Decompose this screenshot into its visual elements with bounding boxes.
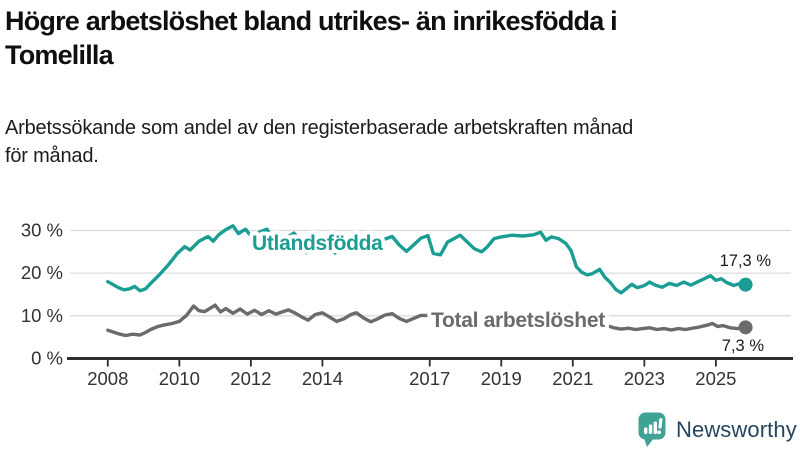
series-end-dot (738, 320, 753, 335)
series-end-dot (738, 277, 753, 292)
x-axis-tick-label: 2008 (87, 368, 128, 389)
chart-title-line-1: Högre arbetslöshet bland utrikes- än inr… (5, 6, 618, 36)
logo-bubble-tail (644, 438, 654, 447)
logo-bar-chart-icon (644, 421, 657, 434)
newsworthy-logo-link[interactable]: Newsworthy (637, 411, 797, 449)
x-axis-tick-label: 2017 (409, 368, 450, 389)
series-line (106, 224, 748, 295)
y-axis-tick-label: 0 % (31, 348, 63, 369)
x-axis-tick-label: 2014 (302, 368, 343, 389)
chart-subtitle-line-2: för månad. (5, 145, 99, 167)
y-axis-tick-label: 30 % (21, 219, 63, 240)
chart-subtitle: Arbetssökande som andel av den registerb… (5, 114, 800, 170)
x-axis-tick-label: 2023 (624, 368, 665, 389)
newsworthy-logo-icon (638, 412, 666, 447)
x-axis-tick-label: 2012 (230, 368, 271, 389)
x-axis-tick-label: 2019 (481, 368, 522, 389)
series-inline-label: Total arbetslöshet (431, 309, 605, 332)
chart-subtitle-line-1: Arbetssökande som andel av den registerb… (5, 117, 634, 139)
series-end-value-label: 7,3 % (722, 337, 765, 355)
y-axis-tick-label: 10 % (21, 305, 63, 326)
x-axis-tick-label: 2025 (695, 368, 736, 389)
y-axis-tick-label: 20 % (21, 262, 63, 283)
series-line (106, 303, 748, 338)
series-inline-label: Utlandsfödda (252, 232, 383, 255)
chart-title-line-2: Tomelilla (5, 40, 114, 70)
series-end-value-label: 17,3 % (720, 252, 772, 270)
chart-title: Högre arbetslöshet bland utrikes- än inr… (5, 4, 800, 72)
logo-exclamation-icon (657, 418, 663, 435)
x-axis-tick-label: 2021 (552, 368, 593, 389)
newsworthy-brand-text: Newsworthy (676, 417, 797, 442)
x-axis-tick-label: 2010 (159, 368, 200, 389)
